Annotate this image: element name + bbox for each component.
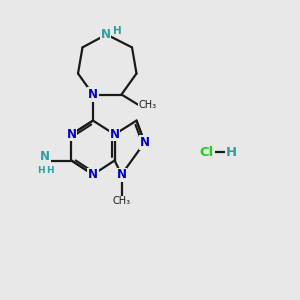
- Text: H: H: [37, 166, 44, 175]
- Text: N: N: [40, 150, 50, 164]
- Text: H: H: [226, 146, 237, 159]
- Text: CH₃: CH₃: [139, 100, 157, 110]
- Text: N: N: [66, 128, 76, 141]
- Text: N: N: [110, 128, 120, 141]
- Text: H: H: [113, 26, 122, 37]
- Text: N: N: [88, 168, 98, 181]
- Text: H: H: [46, 166, 53, 175]
- Text: Cl: Cl: [200, 146, 214, 159]
- Text: N: N: [116, 168, 127, 181]
- Text: N: N: [88, 88, 98, 101]
- Text: N: N: [101, 28, 111, 41]
- Text: CH₃: CH₃: [112, 196, 130, 206]
- Text: N: N: [140, 136, 150, 149]
